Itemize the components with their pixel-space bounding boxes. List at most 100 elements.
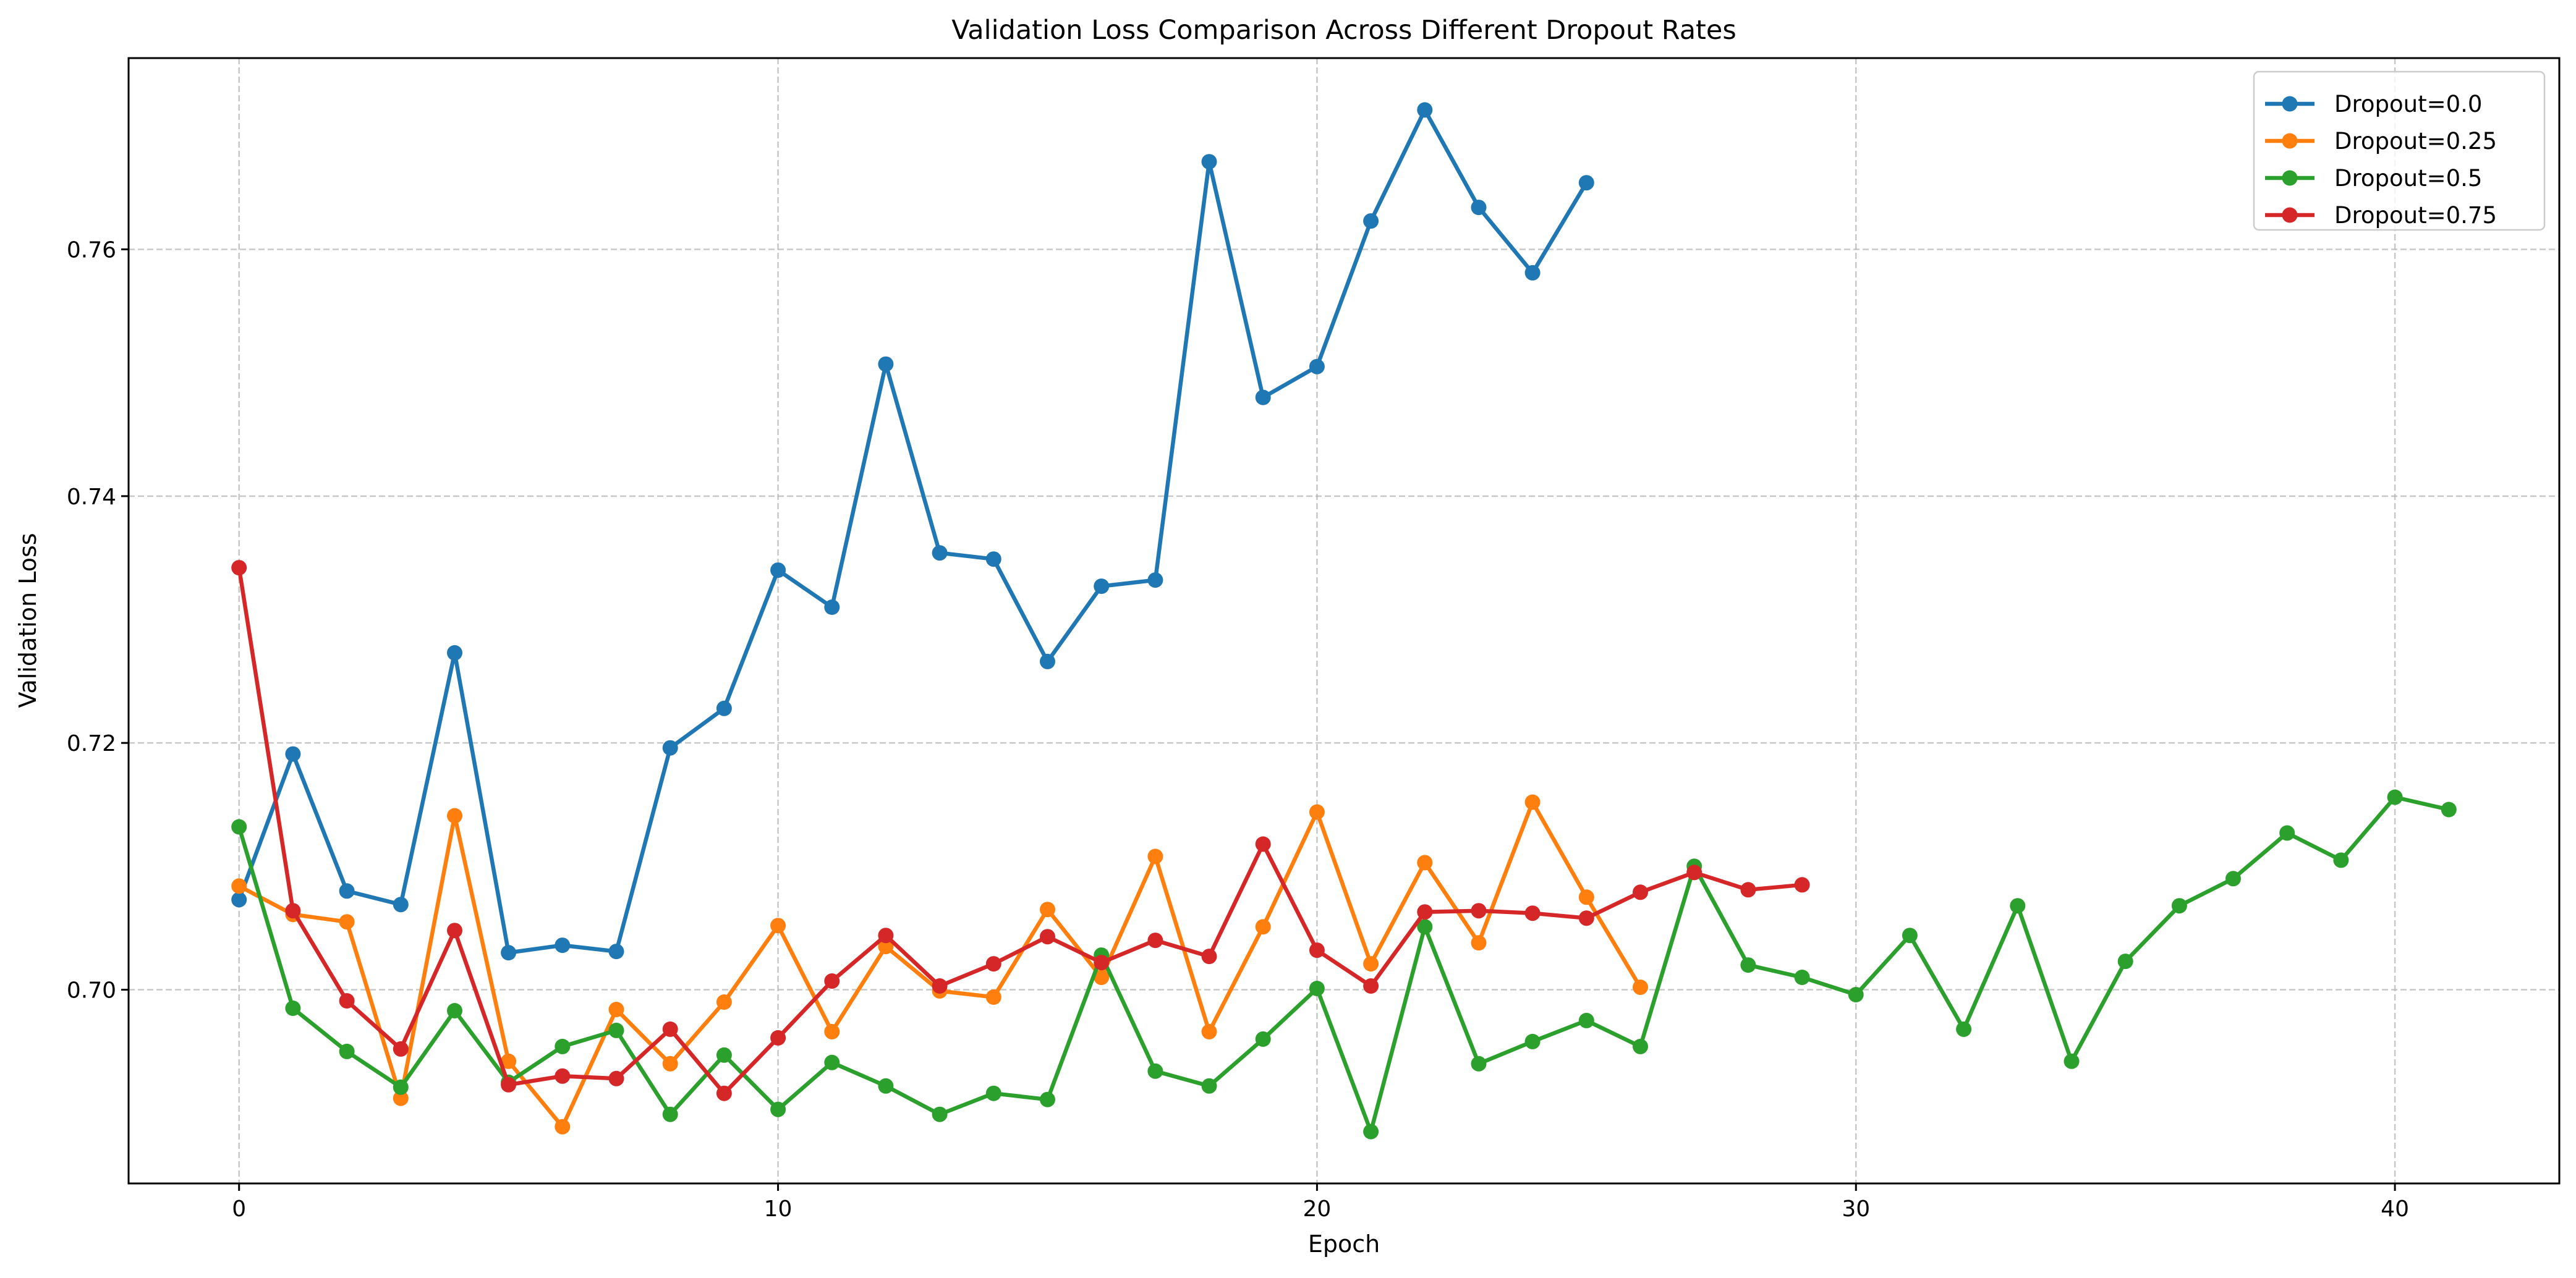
y-tick-label: 0.72 (67, 731, 116, 756)
data-point (339, 1043, 355, 1059)
data-point (2441, 802, 2457, 818)
data-point (1956, 1021, 1972, 1037)
series-Dropout=0.75 (231, 560, 1810, 1101)
data-point (932, 978, 948, 994)
data-point (1848, 987, 1864, 1002)
data-point (501, 1053, 517, 1069)
data-point (393, 1041, 409, 1057)
series-Dropout=0.5 (231, 789, 2457, 1140)
data-point (878, 939, 894, 955)
data-point (1309, 981, 1325, 996)
data-point (1524, 905, 1541, 921)
data-point (1633, 980, 1648, 995)
series-line (237, 795, 2450, 1134)
data-point (932, 1106, 948, 1122)
legend-item: Dropout=0.5 (2265, 165, 2482, 192)
legend-label: Dropout=0.75 (2334, 202, 2497, 229)
data-point (2010, 898, 2026, 914)
data-point (1201, 1078, 1217, 1094)
data-point (555, 1068, 571, 1084)
data-point (501, 945, 517, 961)
data-point (2387, 789, 2403, 805)
data-point (339, 914, 355, 930)
legend-box (2253, 70, 2546, 231)
legend-marker (2282, 96, 2298, 112)
data-point (339, 993, 355, 1009)
data-point (1633, 1038, 1648, 1054)
data-point (555, 1119, 571, 1135)
data-point (1201, 1023, 1217, 1039)
data-point (1363, 213, 1379, 229)
data-point (716, 1085, 732, 1101)
data-point (447, 645, 462, 661)
data-point (1040, 1091, 1055, 1107)
data-point (1578, 1012, 1594, 1028)
legend-label: Dropout=0.25 (2334, 128, 2497, 154)
legend-marker (2282, 133, 2298, 149)
legend-marker (2282, 170, 2298, 186)
data-point (608, 1002, 624, 1017)
data-point (1255, 389, 1271, 405)
data-point (1417, 102, 1433, 118)
data-point (1255, 836, 1271, 852)
y-tick-label: 0.76 (67, 237, 116, 263)
data-point (555, 937, 571, 954)
data-point (1255, 919, 1271, 935)
data-point (824, 1054, 840, 1070)
data-point (716, 1047, 732, 1063)
data-point (770, 562, 786, 578)
data-point (1578, 910, 1594, 926)
data-point (393, 1079, 409, 1095)
data-point (1471, 903, 1487, 919)
data-point (662, 1056, 678, 1072)
data-point (2225, 871, 2241, 887)
data-point (1147, 848, 1163, 865)
data-point (501, 1077, 517, 1093)
plot-frame (127, 57, 2561, 1185)
grid (129, 58, 2559, 1183)
data-point (1686, 865, 1702, 881)
data-point (824, 599, 840, 615)
data-point (2333, 852, 2349, 868)
legend-label: Dropout=0.0 (2334, 91, 2482, 117)
data-point (1040, 653, 1055, 669)
data-point (1201, 154, 1217, 170)
x-tick-label: 0 (232, 1196, 246, 1222)
series-line (237, 567, 1803, 1096)
data-point (985, 551, 1001, 567)
legend-marker (2282, 207, 2298, 223)
data-point (985, 989, 1001, 1005)
data-point (608, 1022, 624, 1038)
data-point (447, 808, 462, 824)
legend: Dropout=0.0 Dropout=0.25 Dropout=0.5 Dropou… (2253, 70, 2546, 231)
data-point (339, 883, 355, 899)
data-point (2171, 898, 2187, 914)
data-point (1578, 175, 1594, 191)
legend-label: Dropout=0.5 (2334, 165, 2482, 192)
data-point (878, 1078, 894, 1094)
legend-item: Dropout=0.0 (2265, 91, 2482, 117)
data-point (393, 897, 409, 913)
data-point (393, 1090, 409, 1106)
data-point (1794, 877, 1810, 893)
data-point (662, 1106, 678, 1122)
x-tick-label: 40 (2381, 1196, 2409, 1222)
data-point (608, 944, 624, 960)
data-point (1471, 935, 1487, 951)
legend-item: Dropout=0.25 (2265, 128, 2497, 154)
data-point (1255, 1031, 1271, 1047)
data-point (608, 1070, 624, 1086)
data-point (285, 903, 301, 919)
y-axis-label: Validation Loss (14, 533, 41, 708)
x-axis-label: Epoch (1308, 1230, 1380, 1258)
data-point (2117, 954, 2133, 970)
y-tick-label: 0.74 (67, 485, 116, 510)
data-point (1417, 919, 1433, 935)
data-point (1578, 889, 1594, 905)
data-point (716, 700, 732, 716)
legend-item: Dropout=0.75 (2265, 202, 2497, 229)
axis-ticks: 0 10 20 30 40 0.70 0.72 0.74 0.76 (67, 237, 2409, 1222)
data-point (231, 819, 247, 835)
data-point (824, 1023, 840, 1039)
data-point (231, 878, 247, 894)
